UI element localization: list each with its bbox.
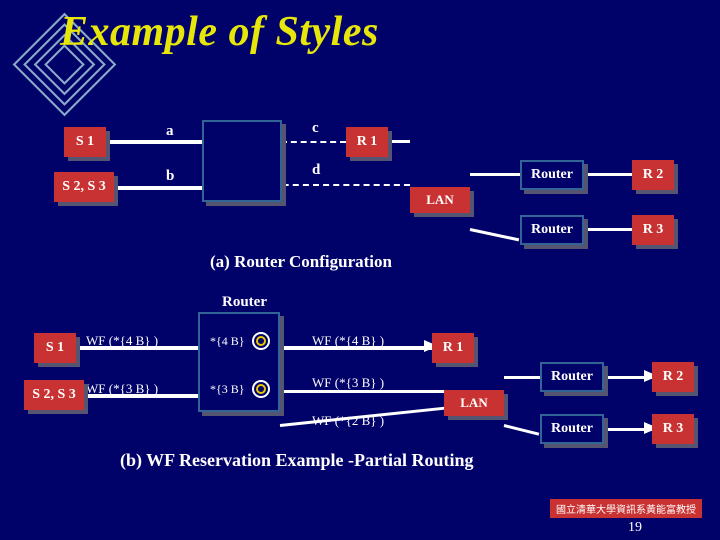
wf-r3: WF (*{2 B} ) <box>312 413 384 429</box>
footer-affil: 國立清華大學資訊系黃能富教授 <box>550 499 702 518</box>
figB-routerR2: Router <box>540 362 604 392</box>
figA-r1: R 1 <box>346 127 388 157</box>
wf-s23: WF (*{3 B} ) <box>86 381 158 397</box>
edge-b-lan-rtr2 <box>504 376 540 379</box>
edge-r1-lan <box>388 140 410 143</box>
edge-lan-rtr2-a <box>470 173 520 176</box>
edge-b-lan-rtr3 <box>504 424 540 436</box>
label-d: d <box>312 162 320 179</box>
wf-in1: *{4 B} <box>210 334 245 349</box>
figA-r2: R 2 <box>632 160 674 190</box>
figA-s2s3: S 2, S 3 <box>54 172 114 202</box>
footer-page: 19 <box>628 520 642 536</box>
port-ring-1-inner <box>256 336 266 346</box>
figB-lan: LAN <box>444 390 504 416</box>
figB-s1: S 1 <box>34 333 76 363</box>
figB-routerR3: Router <box>540 414 604 444</box>
wf-in2: *{3 B} <box>210 382 245 397</box>
figA-r3: R 3 <box>632 215 674 245</box>
figB-r1: R 1 <box>432 333 474 363</box>
edge-rtr2-r2-a <box>584 173 632 176</box>
figB-r3: R 3 <box>652 414 694 444</box>
edge-rtr3-r3-a <box>584 228 632 231</box>
figA-routerR3: Router <box>520 215 584 245</box>
figA-routerR2: Router <box>520 160 584 190</box>
figA-caption: (a) Router Configuration <box>210 252 392 272</box>
edge-lan-rtr3-a <box>470 228 520 241</box>
edge-s1-router <box>106 140 202 144</box>
figA-s1: S 1 <box>64 127 106 157</box>
port-ring-2-inner <box>256 384 266 394</box>
figA-lan: LAN <box>410 187 470 213</box>
label-c: c <box>312 120 319 137</box>
figB-r2: R 2 <box>652 362 694 392</box>
wf-r1: WF (*{4 B} ) <box>312 333 384 349</box>
slide-title: Example of Styles <box>60 8 379 56</box>
label-b: b <box>166 168 174 185</box>
figA-router <box>202 120 282 202</box>
wf-r2: WF (*{3 B} ) <box>312 375 384 391</box>
wf-s1: WF (*{4 B} ) <box>86 333 158 349</box>
label-a: a <box>166 123 174 140</box>
edge-s23-router <box>114 186 202 190</box>
figB-caption: (b) WF Reservation Example -Partial Rout… <box>120 450 473 471</box>
figB-s2s3: S 2, S 3 <box>24 380 84 410</box>
figB-router-label: Router <box>222 294 267 311</box>
figB-router <box>198 312 280 412</box>
